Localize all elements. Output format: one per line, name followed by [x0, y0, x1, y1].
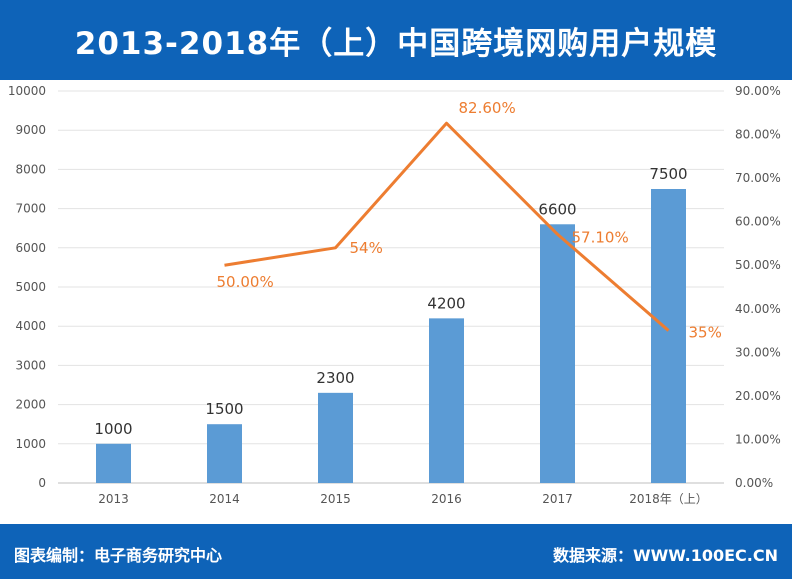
bar-value-label: 7500: [649, 165, 687, 183]
line-value-label: 50.00%: [217, 273, 274, 291]
chart-title: 2013-2018年（上）中国跨境网购用户规模: [0, 0, 792, 80]
left-axis-tick-label: 1000: [15, 437, 46, 451]
bar-value-label: 1000: [94, 420, 132, 438]
x-axis-tick-label: 2016: [431, 492, 462, 506]
bar-value-label: 2300: [316, 369, 354, 387]
line-value-label: 35%: [689, 324, 722, 342]
x-axis-tick-label: 2013: [98, 492, 129, 506]
footer-source: 数据来源：WWW.100EC.CN: [552, 546, 778, 565]
right-axis-tick-label: 30.00%: [735, 345, 781, 359]
line-value-label: 82.60%: [459, 99, 516, 117]
left-axis-tick-label: 5000: [15, 280, 46, 294]
left-axis-tick-label: 10000: [8, 84, 46, 98]
x-axis-tick-label: 2015: [320, 492, 351, 506]
x-axis-tick-label: 2018年（上）: [629, 492, 708, 506]
bar: [429, 318, 464, 483]
right-axis-tick-label: 60.00%: [735, 215, 781, 229]
right-axis-tick-label: 10.00%: [735, 432, 781, 446]
bar: [651, 189, 686, 483]
left-axis-tick-label: 0: [38, 476, 46, 490]
x-axis-tick-label: 2017: [542, 492, 573, 506]
left-axis-tick-label: 2000: [15, 398, 46, 412]
line-value-label: 54%: [350, 239, 383, 257]
left-axis-tick-label: 4000: [15, 319, 46, 333]
x-axis-tick-label: 2014: [209, 492, 240, 506]
bar: [540, 224, 575, 483]
left-axis-tick-label: 9000: [15, 123, 46, 137]
growth-rate-line: [224, 121, 670, 332]
chart-area: 0 1000 2000 3000 4000 5000 6000 7000 8000 9000 100…: [8, 84, 781, 506]
bar-value-label: 4200: [427, 294, 465, 312]
bar-value-label: 6600: [538, 200, 576, 218]
bar-value-label: 1500: [205, 400, 243, 418]
left-axis-tick-label: 3000: [15, 358, 46, 372]
right-axis-tick-label: 40.00%: [735, 302, 781, 316]
right-axis-tick-label: 70.00%: [735, 171, 781, 185]
bar: [96, 443, 131, 483]
line-value-label: 57.10%: [572, 228, 629, 246]
left-axis-tick-label: 8000: [15, 162, 46, 176]
right-axis-tick-label: 90.00%: [735, 84, 781, 98]
left-axis-tick-label: 7000: [15, 202, 46, 216]
footer: 图表编制：电子商务研究中心 数据来源：WWW.100EC.CN: [0, 524, 792, 579]
bar: [207, 424, 242, 483]
right-axis-tick-label: 80.00%: [735, 128, 781, 142]
bar: [318, 392, 353, 483]
left-axis-tick-label: 6000: [15, 241, 46, 255]
right-axis-tick-label: 20.00%: [735, 389, 781, 403]
right-axis-tick-label: 0.00%: [735, 476, 773, 490]
right-axis-tick-label: 50.00%: [735, 258, 781, 272]
footer-credit: 图表编制：电子商务研究中心: [14, 546, 223, 565]
